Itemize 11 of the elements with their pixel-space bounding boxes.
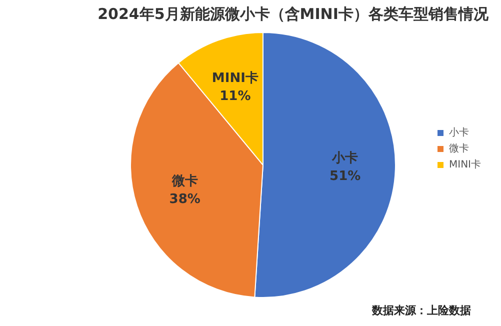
source-note: 数据来源：上险数据: [372, 303, 471, 318]
data-label: 11%: [220, 89, 251, 104]
legend-label: 小卡: [448, 126, 469, 139]
data-label: 38%: [169, 192, 200, 207]
chart-title: 2024年5月新能源微小卡（含MINI卡）各类车型销售情况: [98, 4, 490, 23]
legend-label: 微卡: [448, 142, 469, 155]
slice-label: 微卡: [170, 174, 198, 189]
slice-label: 小卡: [331, 150, 358, 166]
legend-label: MINI卡: [448, 158, 482, 171]
data-label: 51%: [330, 168, 361, 184]
slice-label: MINI卡: [212, 71, 258, 86]
